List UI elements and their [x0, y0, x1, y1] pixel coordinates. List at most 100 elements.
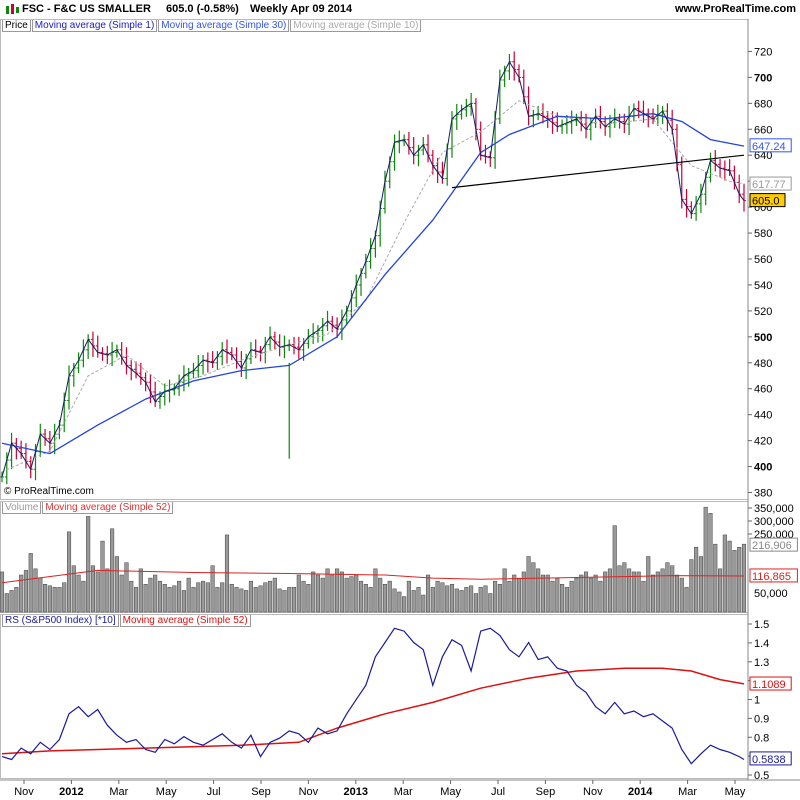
volume-bar	[478, 587, 483, 613]
trendline	[451, 154, 745, 189]
volume-ma52-line	[1, 569, 745, 584]
rs-value-tag-bg	[749, 676, 792, 691]
x-tick-label: Nov	[14, 786, 34, 798]
volume-bar	[694, 547, 699, 613]
volume-bar	[402, 596, 407, 613]
volume-value-tag: 116,865	[752, 571, 791, 583]
volume-bar	[4, 593, 9, 613]
price-y-tick-label: 400	[754, 462, 772, 474]
price-y-tick-label: 540	[754, 280, 772, 292]
volume-bar	[392, 588, 397, 613]
volume-bar	[406, 580, 411, 613]
volume-bar	[473, 593, 478, 613]
volume-bar	[674, 574, 680, 613]
volume-bar	[521, 571, 526, 613]
volume-bar	[670, 565, 675, 613]
volume-bar	[411, 590, 416, 613]
x-tick-label: Mar	[678, 786, 697, 798]
price-value-tag: 647.24	[752, 141, 786, 153]
volume-bar	[90, 565, 95, 613]
price-y-tick-label: 560	[754, 254, 772, 266]
volume-bar	[617, 565, 622, 613]
volume-value-tag-bg	[749, 568, 798, 583]
volume-bar	[493, 580, 498, 613]
brand-link[interactable]: www.ProRealTime.com	[674, 3, 796, 15]
x-tick-label: Mar	[109, 786, 128, 798]
price-y-tick-label: 660	[754, 124, 772, 136]
volume-bar	[301, 580, 306, 613]
volume-bar	[52, 587, 57, 613]
volume-bar	[741, 543, 747, 613]
price-y-tick-label: 460	[754, 384, 772, 396]
rs-y-tick-label: 1.3	[754, 657, 769, 669]
volume-bar	[272, 577, 277, 613]
volume-bar	[114, 556, 119, 613]
volume-bar	[516, 577, 522, 613]
volume-bar	[512, 574, 517, 613]
volume-bar	[354, 574, 359, 613]
instrument-title: FSC - F&C US SMALLER	[22, 3, 151, 15]
volume-bar	[636, 571, 641, 613]
rs-y-tick-label: 1.5	[754, 619, 769, 631]
volume-bar	[502, 568, 507, 613]
rs-pane-frame	[0, 614, 749, 779]
volume-bar	[320, 577, 325, 613]
volume-bar	[469, 585, 474, 613]
volume-bar	[660, 568, 665, 613]
rs-y-tick-label: 0.9	[754, 713, 769, 725]
x-tick-label: Sep	[251, 786, 271, 798]
volume-bar	[373, 568, 378, 613]
volume-bar	[368, 587, 373, 613]
volume-bar	[71, 565, 76, 613]
chart-header: FSC - F&C US SMALLER 605.0 (-0.58%) Week…	[0, 0, 800, 19]
volume-bar	[148, 577, 153, 613]
x-tick-label: May	[725, 786, 746, 798]
volume-bar	[210, 565, 215, 613]
volume-bar	[181, 590, 186, 613]
volume-bar	[603, 571, 608, 613]
volume-bar	[330, 574, 335, 613]
volume-bar	[277, 588, 282, 613]
x-tick-label: Nov	[583, 786, 603, 798]
x-tick-label: 2012	[59, 786, 83, 798]
volume-bar	[631, 571, 636, 613]
rs-line	[1, 627, 745, 765]
volume-bar	[287, 587, 292, 613]
volume-bar	[43, 584, 48, 613]
volume-bar	[440, 582, 445, 613]
volume-bar	[100, 540, 105, 613]
x-tick-label: May	[440, 786, 461, 798]
volume-bar	[449, 584, 455, 613]
last-price-change: 605.0 (-0.58%)	[166, 3, 239, 15]
volume-bar	[550, 580, 555, 613]
volume-bar	[282, 590, 287, 613]
volume-bar	[19, 574, 24, 613]
volume-bar	[593, 574, 598, 613]
price-y-tick-label: 420	[754, 436, 772, 448]
volume-bar	[234, 587, 239, 613]
volume-bar	[186, 577, 191, 613]
volume-bar	[435, 580, 440, 613]
volume-bar	[244, 590, 249, 613]
volume-bar	[488, 593, 493, 613]
ma30-line	[1, 113, 745, 455]
volume-bar	[545, 574, 550, 613]
price-y-tick-label: 440	[754, 410, 772, 422]
volume-bar	[86, 516, 91, 613]
volume-bar	[727, 540, 732, 613]
volume-bar	[358, 580, 364, 613]
volume-bar	[0, 571, 5, 613]
volume-bar	[224, 534, 230, 613]
volume-bar	[732, 550, 737, 613]
volume-bar	[540, 574, 545, 613]
price-y-tick-label: 720	[754, 46, 772, 58]
volume-y-tick-label: 350,000	[754, 503, 794, 515]
price-y-tick-label: 520	[754, 306, 772, 318]
volume-bar	[62, 582, 67, 613]
x-tick-label: Nov	[299, 786, 319, 798]
volume-bar	[95, 571, 100, 613]
volume-bar	[689, 559, 694, 613]
price-y-tick-label: 680	[754, 98, 772, 110]
volume-bar	[627, 568, 632, 613]
volume-bar	[646, 556, 651, 613]
